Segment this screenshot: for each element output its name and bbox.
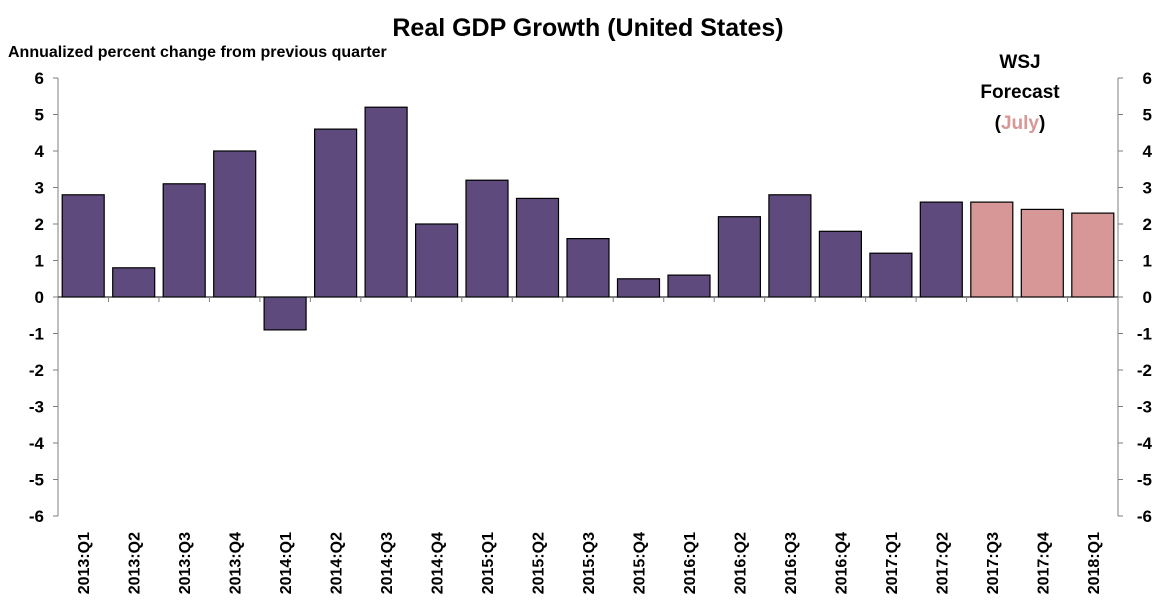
axes-group: [53, 77, 1123, 517]
y-tick-label-left: 6: [35, 69, 44, 88]
x-tick-label: 2015:Q4: [631, 532, 648, 594]
annotation-open-paren: (: [995, 113, 1002, 134]
actual-bar: [61, 194, 105, 298]
y-tick-label-right: -5: [1137, 471, 1152, 490]
y-tick-label-right: 6: [1143, 69, 1152, 88]
annotation-close-paren: ): [1039, 113, 1045, 134]
y-tick-label-right: -2: [1137, 361, 1152, 380]
y-axis-right-labels: 6 5 4 3 2 1 0 -1 -2 -3 -4 -5 -6: [1137, 69, 1153, 526]
y-tick-label-right: -3: [1137, 398, 1152, 417]
actual-bar: [314, 128, 358, 298]
actual-bar: [515, 197, 560, 298]
annotation-july: July: [1001, 113, 1039, 134]
actual-bar: [566, 238, 610, 298]
x-tick-label: 2015:Q2: [531, 532, 548, 594]
y-tick-label-left: 5: [35, 106, 44, 125]
y-tick-label-right: 1: [1143, 252, 1152, 271]
chart-subtitle: Annualized percent change from previous …: [8, 44, 387, 61]
y-tick-label-left: 4: [35, 142, 45, 161]
actual-bar: [667, 274, 711, 298]
y-axis-left-labels: 6 5 4 3 2 1 0 -1 -2 -3 -4 -5 -6: [29, 69, 45, 526]
actual-bar: [263, 296, 307, 331]
x-tick-label: 2013:Q2: [127, 532, 144, 594]
actual-bar: [818, 230, 863, 298]
x-tick-label: 2013:Q3: [177, 532, 194, 594]
chart-title: Real GDP Growth (United States): [392, 14, 783, 42]
y-tick-label-right: 2: [1143, 215, 1152, 234]
actual-bar: [869, 252, 913, 298]
y-tick-label-left: -1: [29, 325, 44, 344]
actual-bar: [162, 183, 206, 298]
y-tick-label-right: 4: [1143, 142, 1153, 161]
forecast-bar: [1020, 208, 1064, 298]
annotation-wsj: WSJ: [999, 52, 1040, 73]
actual-bar: [213, 150, 257, 298]
actual-bar: [919, 201, 963, 298]
x-tick-label: 2014:Q2: [329, 532, 346, 594]
actual-bar: [616, 278, 661, 298]
y-tick-label-right: 5: [1143, 106, 1152, 125]
y-tick-label-right: -4: [1137, 434, 1153, 453]
forecast-bar: [970, 201, 1014, 298]
y-tick-label-right: 0: [1143, 288, 1152, 307]
x-tick-label: 2015:Q1: [480, 532, 497, 594]
annotation-month-line: (July): [995, 113, 1046, 134]
y-tick-label-left: 2: [35, 215, 44, 234]
x-tick-label: 2014:Q3: [379, 532, 396, 594]
y-tick-label-left: -4: [29, 434, 45, 453]
y-tick-label-left: -6: [29, 507, 44, 526]
x-tick-label: 2014:Q4: [430, 532, 447, 594]
y-tick-label-left: 1: [35, 252, 44, 271]
x-tick-label: 2015:Q3: [581, 532, 598, 594]
actual-bar: [717, 216, 762, 298]
x-tick-label: 2016:Q4: [833, 532, 850, 594]
bars-group: [61, 106, 1115, 331]
y-tick-label-right: 3: [1143, 179, 1152, 198]
x-tick-label: 2017:Q3: [985, 532, 1002, 594]
y-tick-label-right: -6: [1137, 507, 1152, 526]
y-tick-label-left: -5: [29, 471, 44, 490]
actual-bar: [415, 223, 459, 298]
x-tick-label: 2014:Q1: [278, 532, 295, 594]
actual-bar: [465, 179, 509, 298]
x-tick-label: 2013:Q1: [76, 532, 93, 594]
y-tick-label-right: -1: [1137, 325, 1152, 344]
x-tick-label: 2013:Q4: [228, 532, 245, 594]
annotation-forecast: Forecast: [980, 82, 1060, 103]
x-tick-label: 2018:Q1: [1086, 532, 1103, 594]
y-tick-label-left: -2: [29, 361, 44, 380]
x-tick-label: 2017:Q4: [1035, 532, 1052, 594]
y-tick-label-left: 0: [35, 288, 44, 307]
x-tick-label: 2016:Q1: [682, 532, 699, 594]
actual-bar: [364, 106, 408, 298]
x-tick-label: 2016:Q2: [732, 532, 749, 594]
forecast-annotation: WSJ Forecast (July): [980, 52, 1060, 134]
y-tick-label-left: -3: [29, 398, 44, 417]
y-tick-label-left: 3: [35, 179, 44, 198]
actual-bar: [768, 194, 812, 298]
actual-bar: [112, 267, 156, 298]
x-tick-label: 2017:Q2: [934, 532, 951, 594]
x-axis-labels: 2013:Q1 2013:Q2 2013:Q3 2013:Q4 2014:Q1 2014:…: [76, 532, 1103, 594]
x-tick-label: 2017:Q1: [884, 532, 901, 594]
x-tick-label: 2016:Q3: [783, 532, 800, 594]
forecast-bar: [1071, 212, 1115, 298]
